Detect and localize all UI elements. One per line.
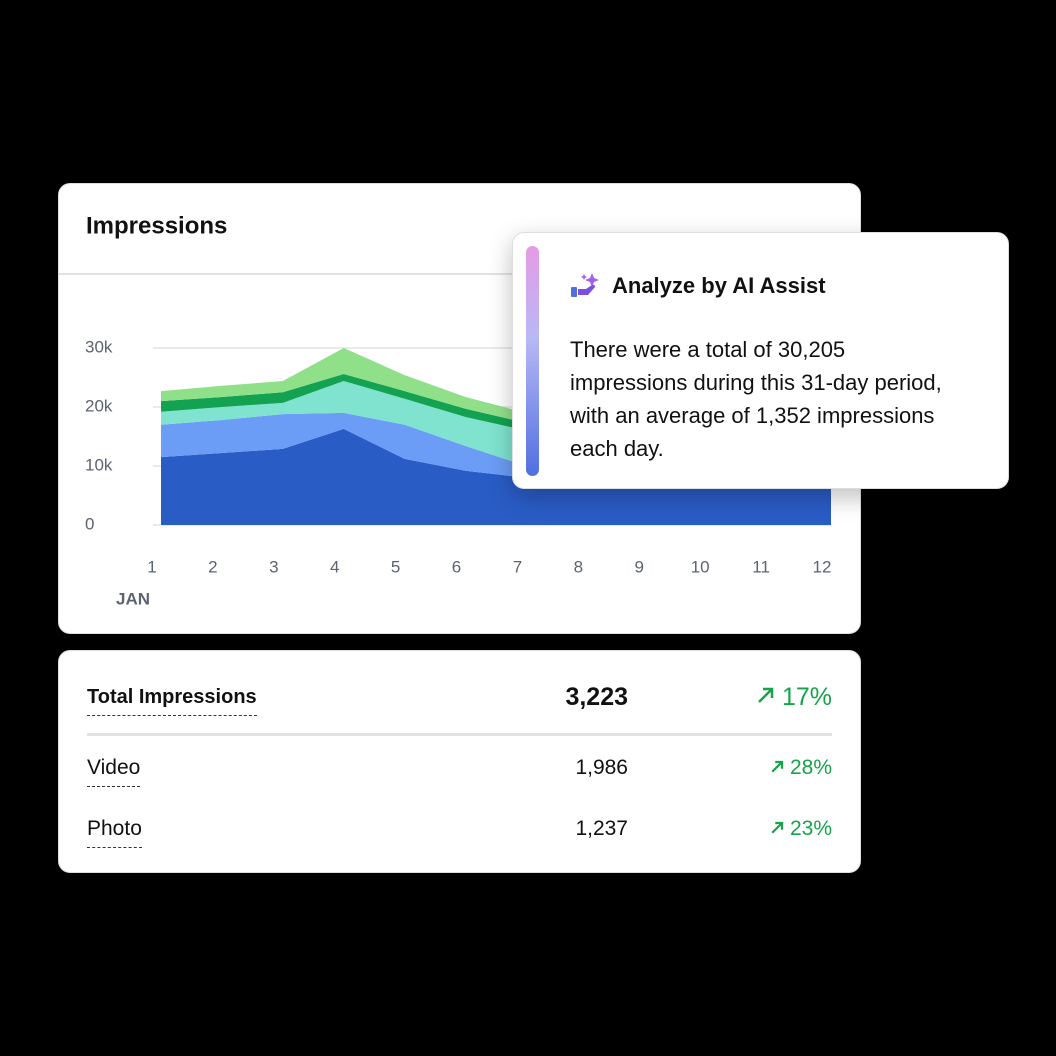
row-label: Video <box>87 756 141 787</box>
x-tick-label: 5 <box>391 557 400 576</box>
x-tick-label: 10 <box>691 557 710 576</box>
row-label: Photo <box>87 817 142 848</box>
x-tick-label: 8 <box>574 557 583 576</box>
chart-title: Impressions <box>86 212 227 239</box>
separator <box>87 733 832 736</box>
row-value: 3,223 <box>565 683 628 711</box>
row-value: 1,237 <box>575 817 628 840</box>
x-tick-label: 6 <box>452 557 461 576</box>
up-arrow <box>771 760 784 773</box>
ai-assist-popup: Analyze by AI Assist There were a total … <box>512 232 1009 489</box>
x-axis-label: JAN <box>116 589 150 608</box>
x-tick-label: 3 <box>269 557 278 576</box>
x-tick-label: 9 <box>635 557 644 576</box>
row-label: Total Impressions <box>87 686 257 716</box>
row-change: 28% <box>770 756 832 780</box>
row-change: 17% <box>756 683 832 712</box>
change-text: 17% <box>781 683 832 711</box>
area-layer <box>161 348 831 438</box>
area-layer <box>161 412 831 487</box>
y-tick-label: 20k <box>85 396 113 415</box>
y-tick-label: 0 <box>85 514 94 533</box>
x-tick-label: 11 <box>752 557 770 576</box>
x-tick-label: 4 <box>330 557 339 576</box>
x-tick-label: 7 <box>513 557 522 576</box>
up-arrow <box>771 821 784 834</box>
y-tick-label: 30k <box>85 337 113 356</box>
change-text: 28% <box>789 756 832 779</box>
area-layer <box>161 428 831 525</box>
y-tick-label: 10k <box>85 455 113 474</box>
summary-table: Total Impressions 3,223 17% Video 1,986 … <box>58 650 861 873</box>
change-text: 23% <box>789 817 832 840</box>
x-tick-label: 2 <box>208 557 217 576</box>
popup-title: Analyze by AI Assist <box>612 273 826 298</box>
up-arrow <box>758 687 774 703</box>
row-change: 23% <box>770 817 832 841</box>
row-value: 1,986 <box>575 756 628 779</box>
x-tick-label: 12 <box>813 557 832 576</box>
popup-text: There were a total of 30,205 impressions… <box>570 337 942 461</box>
x-tick-label: 1 <box>147 557 156 576</box>
ai-icon <box>571 273 599 297</box>
accent-bar <box>526 246 539 476</box>
